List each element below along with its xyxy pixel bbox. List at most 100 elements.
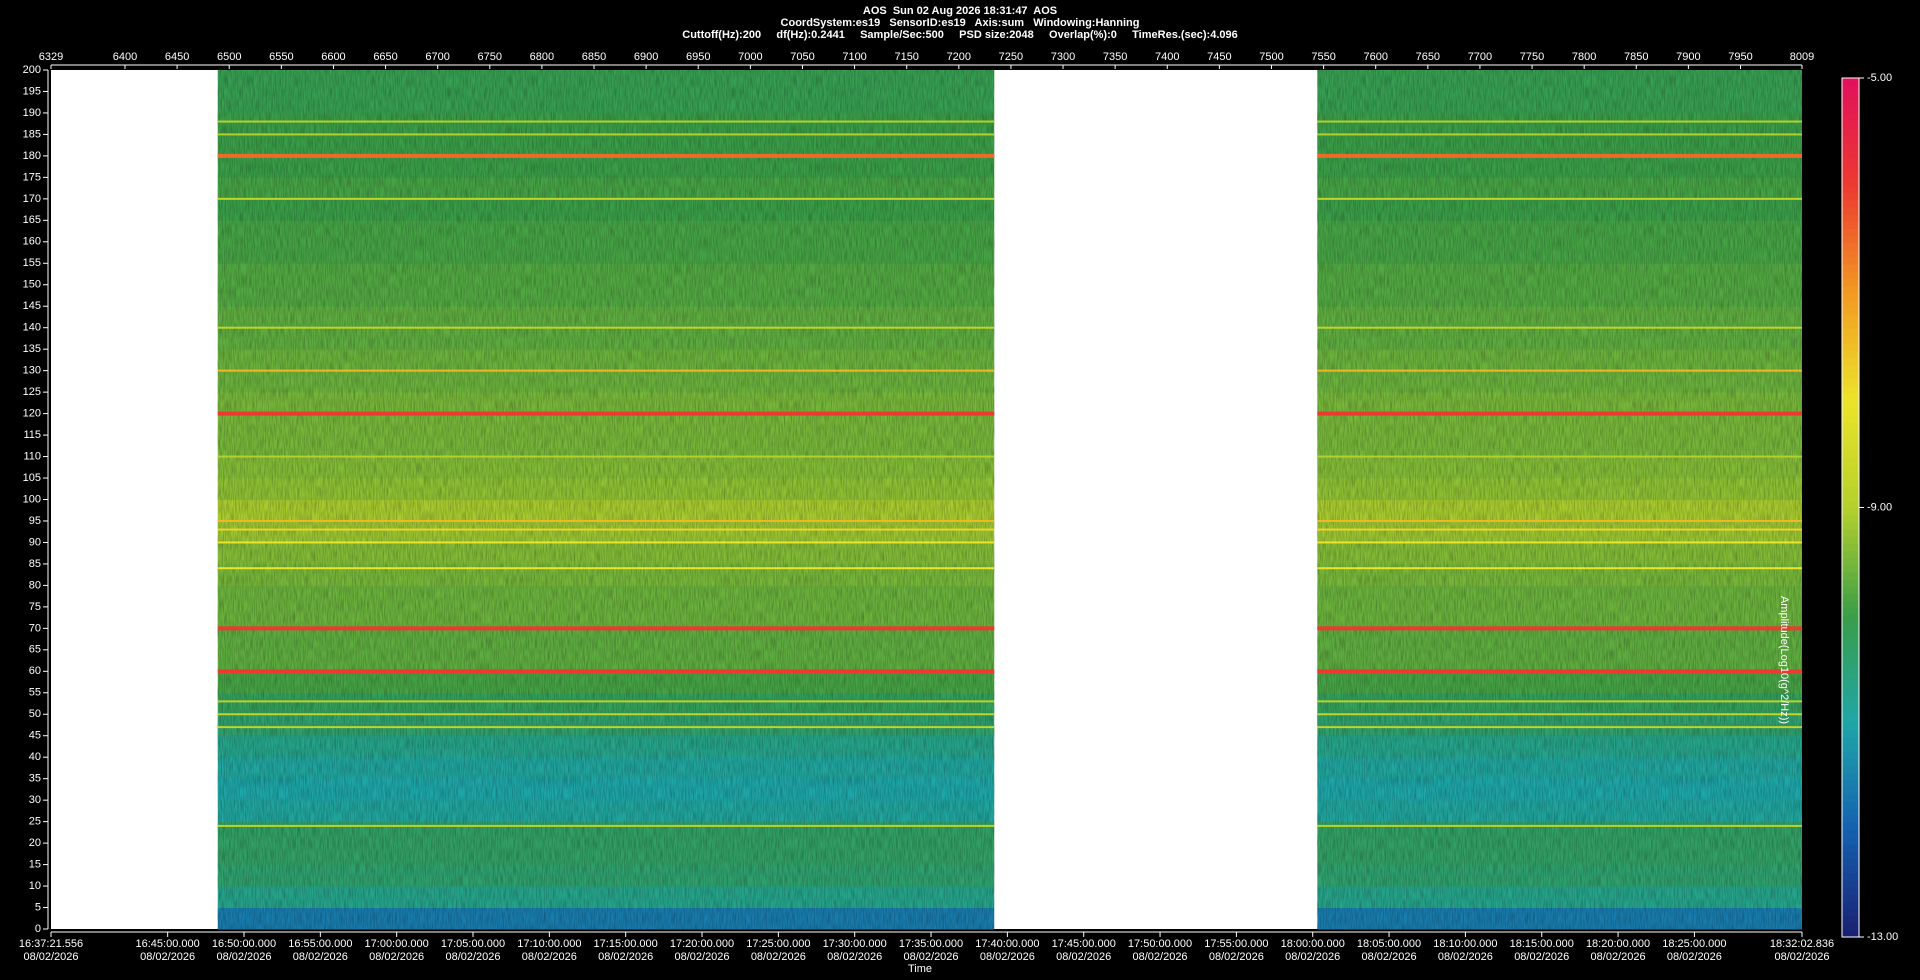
x-tick-label: 7000	[738, 51, 762, 63]
colorbar-step	[1842, 586, 1859, 594]
x-tick-label: 6950	[686, 51, 710, 63]
frequency-line	[217, 120, 995, 123]
colorbar-step	[1842, 149, 1859, 158]
frequency-line	[1317, 133, 1802, 136]
x2-tick-label: 17:30:00.000 08/02/2026	[822, 938, 887, 963]
colorbar-step	[1842, 342, 1859, 351]
colorbar-step	[1842, 765, 1859, 773]
colorbar-step	[1842, 693, 1859, 702]
x-tick-label: 7050	[790, 51, 814, 63]
colorbar-step	[1842, 392, 1859, 401]
colorbar-step	[1842, 564, 1859, 573]
frequency-line	[1317, 824, 1802, 827]
frequency-line	[217, 133, 995, 136]
colorbar-step	[1842, 242, 1859, 251]
x-tick-label: 6329	[39, 51, 63, 63]
x2-tick-label: 17:55:00.000 08/02/2026	[1204, 938, 1269, 963]
colorbar-step	[1842, 557, 1859, 566]
x-tick-label: 6750	[478, 51, 502, 63]
y-tick-label: 135	[23, 343, 41, 355]
colorbar-step	[1842, 729, 1859, 738]
x-tick-label: 7650	[1416, 51, 1440, 63]
colorbar-step	[1842, 378, 1859, 387]
colorbar-step	[1842, 443, 1859, 451]
x-tick-label: 7400	[1155, 51, 1179, 63]
x2-tick-label: 18:00:00.000 08/02/2026	[1280, 938, 1345, 963]
colorbar-tick-label: -13.00	[1867, 931, 1898, 943]
colorbar-step	[1842, 829, 1859, 838]
y-tick-label: 60	[29, 665, 41, 677]
colorbar-label: Amplitude(Log10(g^2/Hz))	[1778, 595, 1790, 725]
frequency-line	[217, 197, 995, 200]
frequency-line	[217, 411, 995, 416]
x-tick-label: 7550	[1311, 51, 1335, 63]
colorbar-step	[1842, 872, 1859, 881]
y-tick-label: 25	[29, 816, 41, 828]
x-tick-label: 7600	[1363, 51, 1387, 63]
frequency-line	[1317, 528, 1802, 531]
frequency-line	[1317, 153, 1802, 158]
colorbar-step	[1842, 264, 1859, 272]
colorbar-step	[1842, 851, 1859, 859]
y-tick-label: 75	[29, 601, 41, 613]
y-tick-label: 105	[23, 472, 41, 484]
colorbar-step	[1842, 435, 1859, 444]
y-tick-label: 165	[23, 214, 41, 226]
frequency-line	[1317, 455, 1802, 458]
frequency-line	[217, 726, 995, 729]
x2-tick-label: 16:37:21.556 08/02/2026	[18, 938, 84, 963]
colorbar-step	[1842, 228, 1859, 237]
colorbar-step	[1842, 171, 1859, 179]
x-tick-label: 6550	[269, 51, 293, 63]
y-tick-label: 40	[29, 751, 41, 763]
x-tick-label: 6800	[530, 51, 554, 63]
x-tick-label: 7100	[842, 51, 866, 63]
y-tick-label: 20	[29, 837, 41, 849]
frequency-line	[217, 713, 995, 716]
y-tick-label: 175	[23, 171, 41, 183]
frequency-line	[217, 541, 995, 544]
colorbar-step	[1842, 135, 1859, 144]
colorbar-step	[1842, 715, 1859, 723]
frequency-line	[217, 626, 995, 631]
x-tick-label: 6700	[425, 51, 449, 63]
colorbar-step	[1842, 679, 1859, 688]
colorbar-step	[1842, 478, 1859, 487]
noise-texture	[1317, 70, 1802, 929]
x-tick-label: 7200	[947, 51, 971, 63]
x-tick-label: 7750	[1520, 51, 1544, 63]
colorbar-step	[1842, 879, 1859, 888]
x-tick-label: 7300	[1051, 51, 1075, 63]
colorbar-step	[1842, 192, 1859, 201]
colorbar-step	[1842, 493, 1859, 501]
colorbar-step	[1842, 750, 1859, 759]
x-tick-label: 7350	[1103, 51, 1127, 63]
colorbar-step	[1842, 894, 1859, 902]
frequency-line	[1317, 120, 1802, 123]
colorbar-step	[1842, 786, 1859, 795]
y-tick-label: 10	[29, 880, 41, 892]
x2-tick-label: 18:05:00.000 08/02/2026	[1356, 938, 1422, 963]
colorbar-step	[1842, 865, 1859, 874]
frequency-line	[1317, 700, 1802, 703]
colorbar-step	[1842, 486, 1859, 494]
colorbar-step	[1842, 357, 1859, 365]
colorbar-step	[1842, 364, 1859, 373]
frequency-line	[217, 567, 995, 570]
y-tick-label: 35	[29, 773, 41, 785]
y-tick-label: 65	[29, 644, 41, 656]
colorbar-step	[1842, 758, 1859, 766]
frequency-line	[1317, 541, 1802, 544]
colorbar-step	[1842, 421, 1859, 430]
colorbar-step	[1842, 249, 1859, 258]
colorbar-step	[1842, 156, 1859, 165]
colorbar-tick-label: -5.00	[1867, 72, 1892, 84]
y-tick-label: 190	[23, 107, 41, 119]
frequency-line	[217, 700, 995, 703]
colorbar-step	[1842, 736, 1859, 745]
y-tick-label: 55	[29, 687, 41, 699]
x2-tick-label: 18:10:00.000 08/02/2026	[1433, 938, 1498, 963]
colorbar-step	[1842, 328, 1859, 337]
colorbar-step	[1842, 528, 1859, 537]
x2-tick-label: 16:45:00.000 08/02/2026	[135, 938, 200, 963]
